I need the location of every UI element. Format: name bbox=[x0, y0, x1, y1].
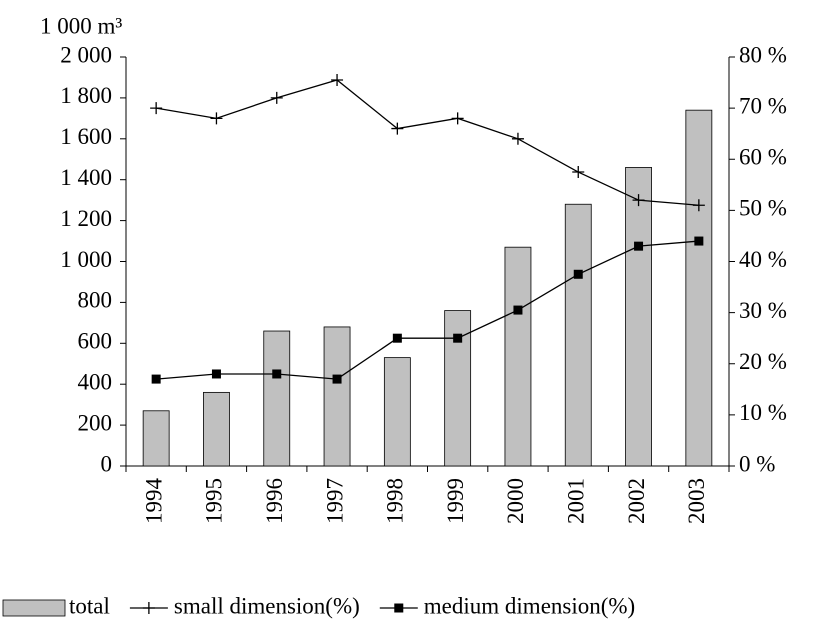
y2-tick-label: 50 % bbox=[739, 196, 787, 221]
y-tick-label: 400 bbox=[78, 369, 113, 394]
point bbox=[453, 333, 463, 343]
bar bbox=[142, 410, 170, 467]
y2-tick-label: 40 % bbox=[739, 247, 787, 272]
x-tick-label: 2001 bbox=[564, 478, 589, 524]
legend-swatch bbox=[2, 599, 66, 617]
bar bbox=[383, 357, 411, 467]
x-tick-label: 2003 bbox=[684, 478, 709, 524]
point bbox=[331, 74, 344, 87]
point bbox=[573, 269, 583, 279]
point bbox=[210, 112, 223, 125]
legend-label: small dimension(%) bbox=[174, 593, 360, 618]
x-tick-label: 2002 bbox=[624, 478, 649, 524]
bar bbox=[263, 330, 291, 467]
x-tick-label: 1997 bbox=[322, 478, 347, 524]
y-tick-label: 1 600 bbox=[60, 124, 112, 149]
point bbox=[270, 91, 283, 104]
line bbox=[156, 79, 699, 206]
point bbox=[211, 369, 221, 379]
y2-tick-label: 70 % bbox=[739, 93, 787, 118]
y-tick-label: 1 800 bbox=[60, 83, 112, 108]
y-axis-unit: 1 000 m³ bbox=[40, 13, 122, 38]
point bbox=[391, 122, 404, 135]
y-tick-label: 0 bbox=[101, 451, 113, 476]
point bbox=[692, 199, 705, 212]
legend-label: medium dimension(%) bbox=[424, 593, 635, 618]
y-tick-label: 1 200 bbox=[60, 206, 112, 231]
point bbox=[511, 132, 524, 145]
y-tick-label: 800 bbox=[78, 288, 113, 313]
y2-tick-label: 60 % bbox=[739, 145, 787, 170]
bar bbox=[203, 391, 230, 467]
point bbox=[150, 102, 163, 115]
point bbox=[634, 241, 644, 251]
bar bbox=[504, 246, 532, 467]
legend-label: total bbox=[69, 593, 110, 618]
y-tick-label: 1 000 bbox=[60, 247, 112, 272]
y2-tick-label: 10 % bbox=[739, 400, 787, 425]
point bbox=[272, 369, 282, 379]
point bbox=[332, 374, 342, 384]
x-tick-label: 1994 bbox=[141, 478, 166, 525]
legend-marker bbox=[394, 603, 404, 613]
x-tick-label: 1996 bbox=[262, 478, 287, 524]
point bbox=[451, 112, 464, 125]
point bbox=[513, 305, 523, 315]
y-tick-label: 1 400 bbox=[60, 165, 112, 190]
x-tick-label: 1998 bbox=[383, 478, 408, 524]
bar bbox=[625, 167, 652, 467]
y-tick-label: 200 bbox=[78, 410, 113, 435]
point bbox=[392, 333, 402, 343]
point bbox=[632, 194, 645, 207]
line bbox=[156, 240, 699, 380]
bar bbox=[564, 203, 592, 467]
x-tick-label: 1999 bbox=[443, 478, 468, 524]
y2-tick-label: 0 % bbox=[739, 451, 775, 476]
x-tick-label: 1995 bbox=[202, 478, 227, 524]
y2-tick-label: 30 % bbox=[739, 298, 787, 323]
y-tick-label: 600 bbox=[78, 329, 113, 354]
point bbox=[151, 374, 161, 384]
legend-marker bbox=[142, 602, 155, 614]
point bbox=[572, 166, 585, 179]
y-tick-label: 2 000 bbox=[60, 42, 112, 67]
point bbox=[694, 236, 704, 246]
bar bbox=[323, 326, 351, 467]
x-tick-label: 2000 bbox=[503, 478, 528, 524]
y2-tick-label: 20 % bbox=[739, 349, 787, 374]
y2-tick-label: 80 % bbox=[739, 42, 787, 67]
bar bbox=[685, 109, 713, 467]
